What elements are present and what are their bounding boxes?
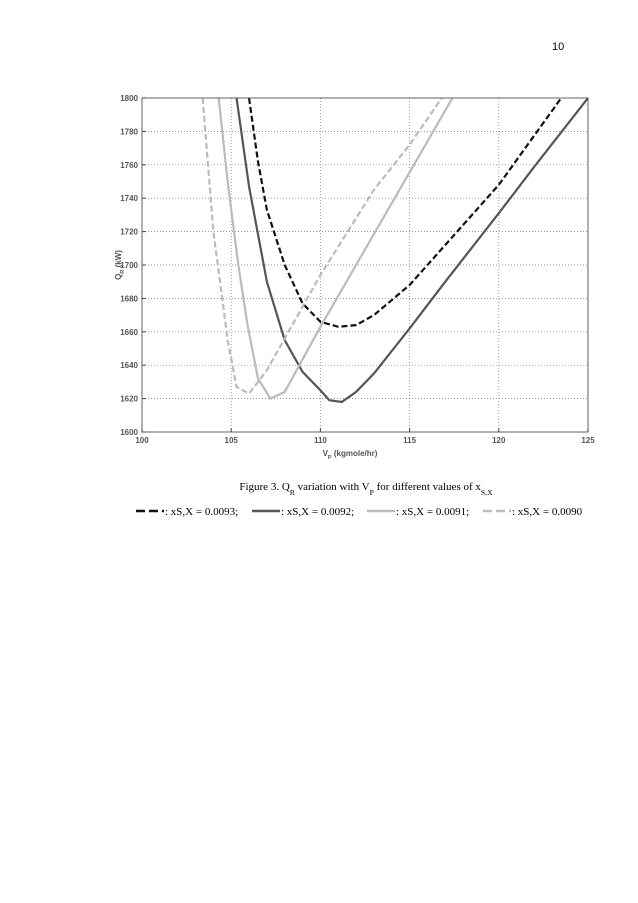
text-part: Q: [282, 481, 290, 493]
text-part: S,X: [481, 488, 493, 497]
series-line: [247, 98, 563, 328]
text-part: (kW): [114, 250, 123, 270]
x-tick-label: 110: [314, 436, 327, 445]
x-tick-label: 125: [581, 436, 595, 445]
text-part: P: [370, 488, 374, 497]
legend-label: : xS,X = 0.0090: [512, 506, 583, 518]
y-tick-label: 1720: [120, 228, 138, 237]
text-part: R: [120, 270, 126, 274]
y-tick-label: 1800: [120, 94, 138, 103]
y-axis-label: QR (kW): [114, 250, 126, 280]
y-tick-label: 1700: [120, 261, 138, 270]
y-tick-label: 1740: [120, 194, 138, 203]
text-part: R: [290, 488, 296, 497]
legend-label: : xS,X = 0.0091;: [396, 506, 469, 518]
series-line: [235, 98, 588, 404]
y-tick-label: 1680: [120, 294, 138, 303]
text-part: for different values of: [374, 481, 476, 493]
x-tick-label: 120: [492, 436, 506, 445]
y-tick-label: 1600: [120, 428, 138, 437]
x-tick-label: 105: [225, 436, 239, 445]
series-line: [217, 98, 454, 401]
y-tick-label: 1760: [120, 161, 138, 170]
text-part: V: [362, 481, 370, 493]
text-part: P: [328, 455, 332, 461]
text-part: V: [323, 449, 329, 458]
text-part: (kgmole/hr): [332, 449, 378, 458]
text-part: Figure 3.: [239, 481, 281, 493]
legend-label: : xS,X = 0.0092;: [281, 506, 354, 518]
text-part: x: [475, 481, 481, 493]
y-tick-label: 1640: [120, 361, 138, 370]
plot-frame: [141, 97, 589, 433]
x-tick-label: 100: [135, 436, 149, 445]
text-part: Q: [114, 274, 123, 280]
y-tick-label: 1660: [120, 328, 138, 337]
legend-label: : xS,X = 0.0093;: [165, 506, 238, 518]
y-tick-label: 1780: [120, 127, 138, 136]
page-number: 10: [552, 41, 564, 53]
text-part: variation with: [295, 481, 362, 493]
y-tick-label: 1620: [120, 395, 138, 404]
figure-caption: Figure 3. QR variation with VP for diffe…: [239, 481, 493, 497]
series-line: [201, 98, 443, 396]
x-axis-label: VP (kgmole/hr): [323, 449, 378, 461]
x-tick-label: 115: [403, 436, 416, 445]
